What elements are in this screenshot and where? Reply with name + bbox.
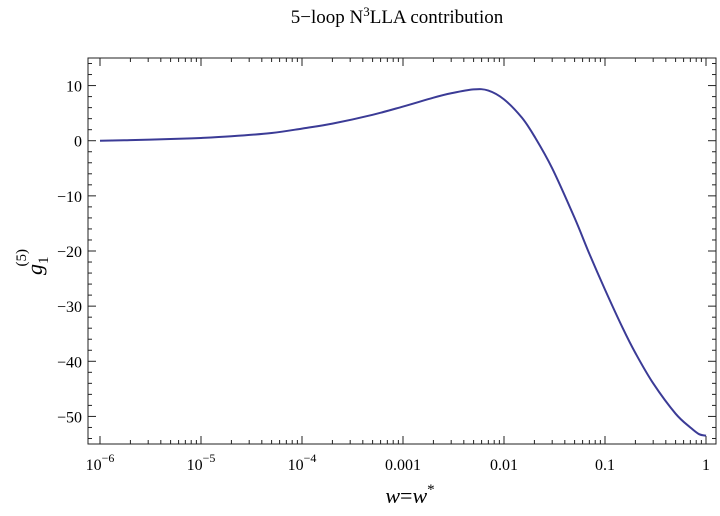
x-axis-label: w=w* bbox=[385, 482, 434, 508]
y-axis-label: g1(5) bbox=[14, 249, 52, 275]
x-tick-label: 10−4 bbox=[288, 451, 317, 474]
y-tick-label: −20 bbox=[57, 244, 82, 261]
x-tick-label: 1 bbox=[702, 457, 710, 474]
plot-frame bbox=[87, 57, 717, 445]
x-tick-label: 10−6 bbox=[86, 451, 115, 474]
y-tick-label: −30 bbox=[57, 299, 82, 316]
ticks: 10−6 10−5 10−4 0.001 0.01 0.1 1 10 0 −10 −20 −30 −40… bbox=[57, 58, 716, 474]
x-tick-label: 0.01 bbox=[490, 457, 518, 474]
x-tick-label: 0.001 bbox=[385, 457, 421, 474]
y-tick-label: 10 bbox=[66, 79, 82, 96]
chart-title: 5−loop N3LLA contribution bbox=[291, 4, 504, 28]
y-tick-label: −10 bbox=[57, 189, 82, 206]
svg-text:g1(5): g1(5) bbox=[14, 249, 52, 275]
x-tick-label: 10−5 bbox=[187, 451, 216, 474]
y-tick-label: 0 bbox=[74, 134, 82, 151]
series-line bbox=[99, 88, 707, 437]
x-tick-label: 0.1 bbox=[595, 457, 615, 474]
y-tick-label: −40 bbox=[57, 354, 82, 371]
y-tick-label: −50 bbox=[57, 409, 82, 426]
